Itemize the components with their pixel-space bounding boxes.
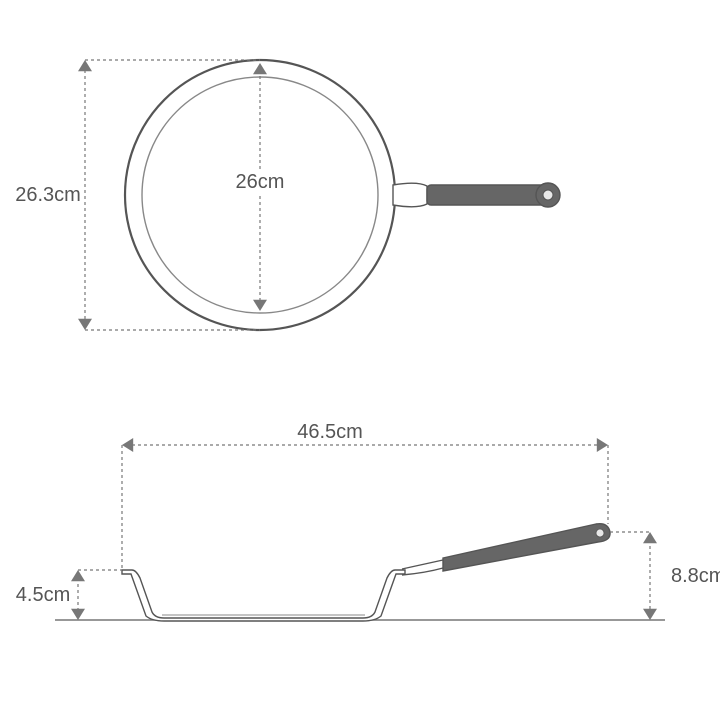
handle-neck <box>393 183 427 207</box>
handle-body <box>427 185 548 205</box>
canvas-bg <box>0 0 720 720</box>
handle-hole <box>543 190 553 200</box>
outer-diameter-label: 26.3cm <box>15 184 81 206</box>
handle-height-label: 8.8cm <box>671 565 720 587</box>
inner-diameter-label: 26cm <box>236 171 285 193</box>
depth-label: 4.5cm <box>16 584 70 606</box>
width-label: 46.5cm <box>297 421 363 443</box>
pan-dimension-diagram: 26.3cm 26cm 46.5cm 4.5cm 8.8cm <box>0 0 720 720</box>
handle-side-hole <box>596 529 604 537</box>
